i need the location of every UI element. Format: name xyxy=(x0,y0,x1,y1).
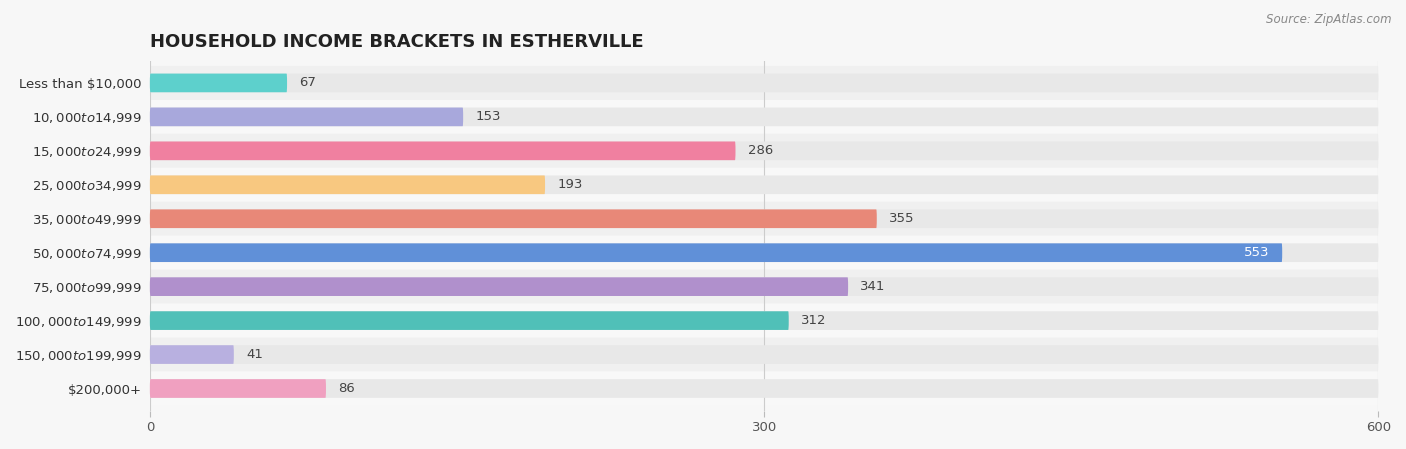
FancyBboxPatch shape xyxy=(150,74,287,92)
FancyBboxPatch shape xyxy=(150,134,1378,168)
FancyBboxPatch shape xyxy=(150,168,1378,202)
Text: 355: 355 xyxy=(889,212,914,225)
FancyBboxPatch shape xyxy=(150,277,1378,296)
FancyBboxPatch shape xyxy=(150,243,1282,262)
Text: HOUSEHOLD INCOME BRACKETS IN ESTHERVILLE: HOUSEHOLD INCOME BRACKETS IN ESTHERVILLE xyxy=(150,33,644,51)
FancyBboxPatch shape xyxy=(150,311,1378,330)
FancyBboxPatch shape xyxy=(150,379,326,398)
Text: 553: 553 xyxy=(1244,246,1270,259)
FancyBboxPatch shape xyxy=(150,66,1378,100)
FancyBboxPatch shape xyxy=(150,270,1378,304)
FancyBboxPatch shape xyxy=(150,176,546,194)
FancyBboxPatch shape xyxy=(150,236,1378,270)
FancyBboxPatch shape xyxy=(150,108,463,126)
FancyBboxPatch shape xyxy=(150,371,1378,405)
FancyBboxPatch shape xyxy=(150,311,789,330)
Text: Source: ZipAtlas.com: Source: ZipAtlas.com xyxy=(1267,13,1392,26)
FancyBboxPatch shape xyxy=(150,304,1378,338)
FancyBboxPatch shape xyxy=(150,379,1378,398)
FancyBboxPatch shape xyxy=(150,209,877,228)
Text: 341: 341 xyxy=(860,280,886,293)
FancyBboxPatch shape xyxy=(150,243,1378,262)
Text: 86: 86 xyxy=(339,382,354,395)
FancyBboxPatch shape xyxy=(150,209,1378,228)
Text: 286: 286 xyxy=(748,144,773,157)
FancyBboxPatch shape xyxy=(150,100,1378,134)
FancyBboxPatch shape xyxy=(150,345,233,364)
Text: 41: 41 xyxy=(246,348,263,361)
Text: 312: 312 xyxy=(801,314,827,327)
Text: 193: 193 xyxy=(557,178,582,191)
Text: 153: 153 xyxy=(475,110,501,123)
Text: 67: 67 xyxy=(299,76,316,89)
FancyBboxPatch shape xyxy=(150,345,1378,364)
FancyBboxPatch shape xyxy=(150,141,1378,160)
FancyBboxPatch shape xyxy=(150,338,1378,371)
FancyBboxPatch shape xyxy=(150,141,735,160)
FancyBboxPatch shape xyxy=(150,202,1378,236)
FancyBboxPatch shape xyxy=(150,74,1378,92)
FancyBboxPatch shape xyxy=(150,176,1378,194)
FancyBboxPatch shape xyxy=(150,108,1378,126)
FancyBboxPatch shape xyxy=(150,277,848,296)
